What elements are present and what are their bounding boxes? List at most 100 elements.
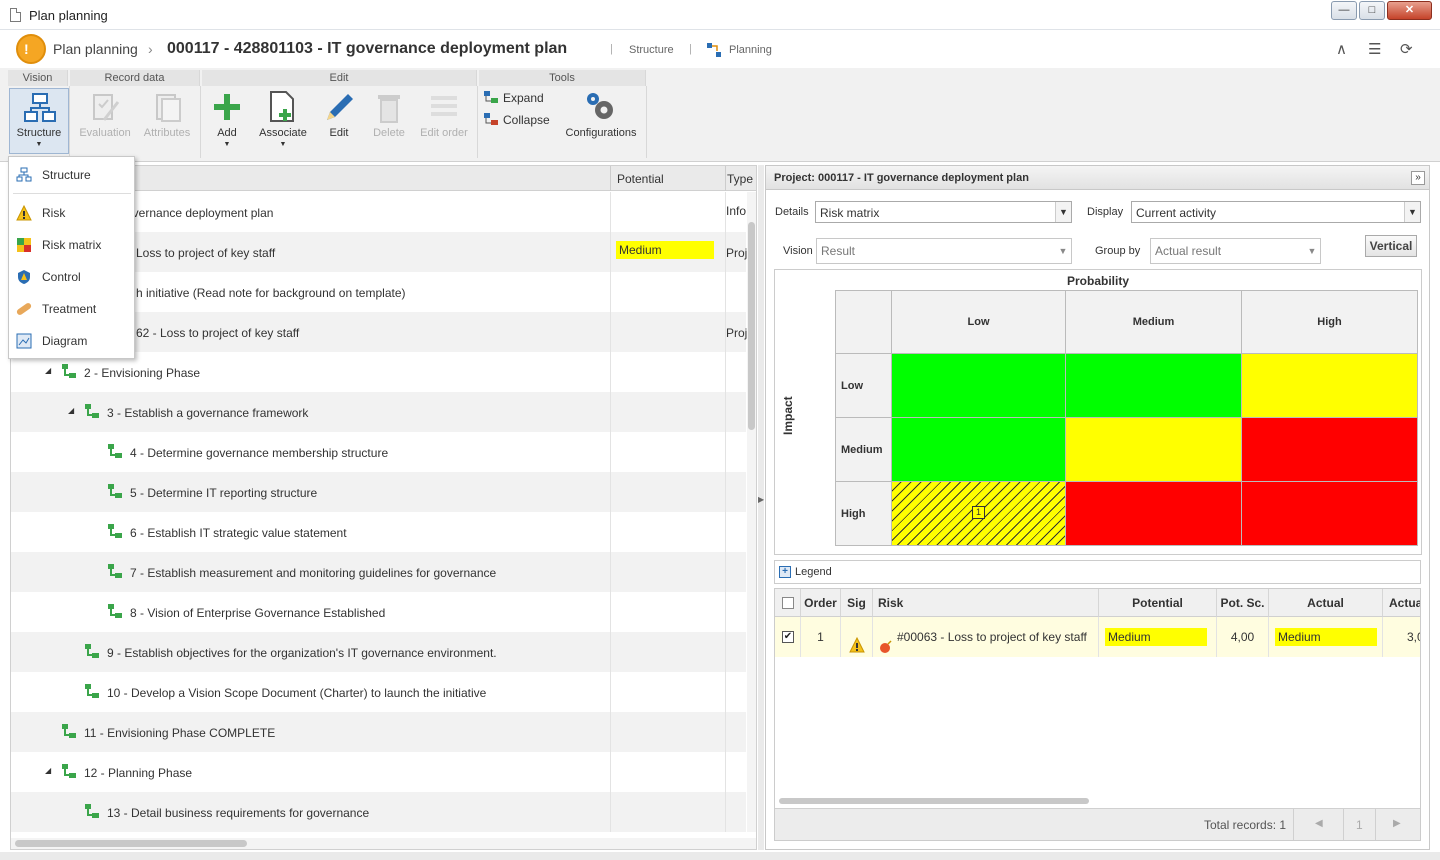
vertical-scrollbar[interactable] <box>747 192 756 832</box>
column-header-potential[interactable]: Potential <box>1099 589 1217 617</box>
configurations-button[interactable]: Configurations <box>562 90 640 150</box>
collapse-panel-icon[interactable]: » <box>1411 171 1425 185</box>
attributes-button[interactable]: Attributes <box>138 90 196 150</box>
matrix-cell-count[interactable]: 1 <box>972 506 985 519</box>
tree-row[interactable]: 11 - Envisioning Phase COMPLETE <box>11 712 746 752</box>
column-header-actual[interactable]: Actual <box>1269 589 1383 617</box>
expand-label: Expand <box>503 91 544 105</box>
matrix-cell-red[interactable] <box>1241 481 1418 546</box>
splitter-arrow-icon[interactable]: ▶ <box>758 495 765 504</box>
task-node-icon <box>108 484 122 498</box>
edit-order-button[interactable]: Edit order <box>414 90 474 150</box>
add-button[interactable]: Add ▼ <box>204 90 250 152</box>
column-header-potential[interactable]: Potential <box>617 172 664 186</box>
document-icon <box>10 8 21 22</box>
tree-row[interactable]: overnance deployment plan Info <box>11 192 746 232</box>
tree-row[interactable]: 7 - Establish measurement and monitoring… <box>11 552 746 592</box>
panel-splitter[interactable]: ▶ <box>758 165 764 850</box>
tree-row[interactable]: 13 - Detail business requirements for go… <box>11 792 746 832</box>
legend-bar[interactable]: + Legend <box>774 560 1421 584</box>
edit-button[interactable]: Edit <box>316 90 362 150</box>
evaluation-button[interactable]: Evaluation <box>76 90 134 150</box>
warning-logo-icon: ! <box>16 34 46 64</box>
menu-item-control[interactable]: Control <box>9 264 134 290</box>
column-header-sig[interactable]: Sig <box>841 589 873 617</box>
column-header-actual-score[interactable]: Actua <box>1383 589 1420 617</box>
tree-row[interactable]: 5 - Determine IT reporting structure <box>11 472 746 512</box>
row-risk-cell[interactable]: #00063 - Loss to project of key staff <box>873 617 1099 657</box>
refresh-icon[interactable]: ⟳ <box>1400 41 1413 58</box>
structure-button[interactable]: Structure ▼ <box>9 88 69 154</box>
collapse-header-icon[interactable]: ∧ <box>1336 41 1347 58</box>
tree-row[interactable]: ◢ 12 - Planning Phase <box>11 752 746 792</box>
details-select-value: Risk matrix <box>820 206 880 220</box>
expand-triangle-icon[interactable]: ◢ <box>45 366 52 375</box>
list-icon[interactable]: ☰ <box>1368 41 1382 58</box>
horizontal-scrollbar[interactable] <box>11 838 756 849</box>
tree-row[interactable]: ◢ 3 - Establish a governance framework <box>11 392 746 432</box>
expand-legend-icon[interactable]: + <box>779 566 791 578</box>
matrix-cell-green[interactable] <box>891 417 1066 482</box>
details-select[interactable]: Risk matrix ▼ <box>815 201 1072 223</box>
planning-link[interactable]: Planning <box>729 44 772 56</box>
matrix-cell-yellow[interactable] <box>1241 353 1418 418</box>
previous-page-icon[interactable]: ◀ <box>1315 818 1323 829</box>
tree-row[interactable]: ◢ 2 - Envisioning Phase <box>11 352 746 392</box>
vertical-button[interactable]: Vertical <box>1365 235 1417 257</box>
vision-select[interactable]: Result ▼ <box>816 238 1072 264</box>
menu-item-diagram[interactable]: Diagram <box>9 328 134 354</box>
group-by-select[interactable]: Actual result ▼ <box>1150 238 1321 264</box>
row-checkbox-checked[interactable]: ✔ <box>782 631 794 643</box>
column-header-pot-score[interactable]: Pot. Sc. <box>1217 589 1269 617</box>
matrix-cell-green[interactable] <box>891 353 1066 418</box>
structure-link[interactable]: Structure <box>629 44 674 56</box>
page-number[interactable]: 1 <box>1356 818 1363 832</box>
structure-button-label: Structure <box>16 127 62 139</box>
menu-item-risk-matrix[interactable]: Risk matrix <box>9 232 134 258</box>
menu-item-risk[interactable]: Risk <box>9 200 134 226</box>
display-select[interactable]: Current activity ▼ <box>1131 201 1421 223</box>
expand-triangle-icon[interactable]: ◢ <box>68 406 75 415</box>
task-node-icon <box>62 364 76 378</box>
column-header-type[interactable]: Type <box>727 172 754 186</box>
column-header-risk[interactable]: Risk <box>873 589 1099 617</box>
tree-row[interactable]: h initiative (Read note for background o… <box>11 272 746 312</box>
matrix-cell-red[interactable] <box>1065 481 1242 546</box>
collapse-button[interactable]: Collapse <box>483 112 553 128</box>
vertical-scrollbar-thumb[interactable] <box>748 222 755 430</box>
matrix-row-header: High <box>835 481 892 546</box>
maximize-button[interactable]: □ <box>1359 1 1385 20</box>
expand-button[interactable]: Expand <box>483 90 553 106</box>
vision-select-value: Result <box>821 244 856 258</box>
tree-row[interactable]: 4 - Determine governance membership stru… <box>11 432 746 472</box>
tree-row[interactable]: 8 - Vision of Enterprise Governance Esta… <box>11 592 746 632</box>
matrix-cell-yellow[interactable] <box>1065 417 1242 482</box>
menu-item-label: Risk <box>42 206 66 220</box>
results-horizontal-scrollbar[interactable] <box>779 798 1089 804</box>
delete-button[interactable]: Delete <box>366 90 412 150</box>
tree-row[interactable]: 6 - Establish IT strategic value stateme… <box>11 512 746 552</box>
matrix-cell-green[interactable] <box>1065 353 1242 418</box>
menu-item-structure[interactable]: Structure <box>9 162 134 188</box>
chevron-down-icon: ▼ <box>1304 239 1320 263</box>
menu-item-label: Treatment <box>42 302 97 316</box>
select-all-checkbox[interactable] <box>782 597 794 609</box>
tree-row-label: 10 - Develop a Vision Scope Document (Ch… <box>107 686 487 700</box>
matrix-cell-red[interactable] <box>1241 417 1418 482</box>
next-page-icon[interactable]: ▶ <box>1393 818 1401 829</box>
warning-icon <box>16 204 32 221</box>
minimize-button[interactable]: — <box>1331 1 1357 20</box>
horizontal-scrollbar-thumb[interactable] <box>15 840 247 847</box>
window-titlebar: Plan planning — □ ✕ <box>0 0 1440 30</box>
matrix-cell-selected[interactable]: 1 <box>891 481 1066 546</box>
associate-button[interactable]: Associate ▼ <box>254 90 312 152</box>
tree-row[interactable]: 10 - Develop a Vision Scope Document (Ch… <box>11 672 746 712</box>
close-window-button[interactable]: ✕ <box>1387 1 1432 20</box>
structure-icon <box>24 93 56 126</box>
group-label-tools: Tools <box>479 70 646 86</box>
tree-row[interactable]: 9 - Establish objectives for the organiz… <box>11 632 746 672</box>
column-header-order[interactable]: Order <box>801 589 841 617</box>
menu-item-treatment[interactable]: Treatment <box>9 296 134 322</box>
task-node-icon <box>85 644 99 658</box>
expand-triangle-icon[interactable]: ◢ <box>45 766 52 775</box>
